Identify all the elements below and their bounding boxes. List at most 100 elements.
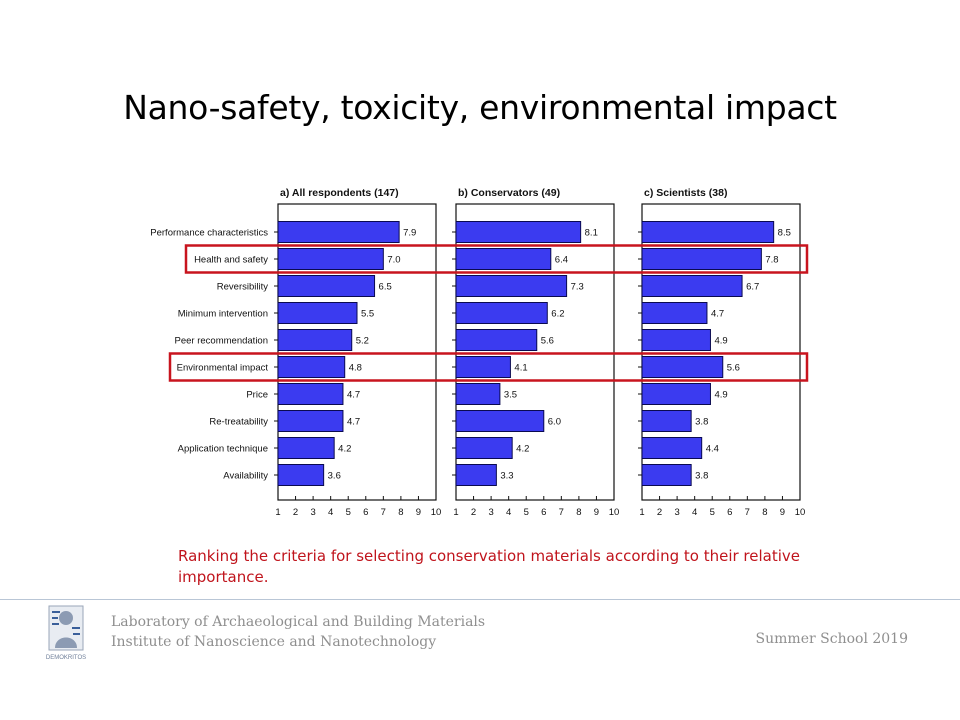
chart-panel-3: c) Scientists (38) 1 2 3 4 5 6 7 8 9 10 8.5 7.8 6.7 4.… <box>638 187 805 518</box>
bar-value-label: 3.8 <box>695 417 708 428</box>
x-tick-label: 4 <box>328 507 333 518</box>
footer-organization: Laboratory of Archaeological and Buildin… <box>111 612 485 652</box>
bar-value-label: 4.9 <box>714 336 727 347</box>
bar <box>641 275 743 297</box>
category-label: Minimum intervention <box>178 309 268 320</box>
figure-caption: Ranking the criteria for selecting conse… <box>178 547 801 586</box>
x-tick-label: 6 <box>363 507 368 518</box>
category-label: Application technique <box>178 444 268 455</box>
chart-panel-2: b) Conservators (49) 1 2 3 4 5 6 7 8 9 10 8.1 6.4 7.3… <box>452 187 619 518</box>
bar-value-label: 7.3 <box>571 282 584 293</box>
bar <box>641 437 703 459</box>
bar <box>277 437 335 459</box>
bar-value-label: 6.7 <box>746 282 759 293</box>
bar-value-label: 7.8 <box>765 255 778 266</box>
bar <box>277 410 344 432</box>
footer-divider <box>0 599 960 600</box>
bar <box>277 464 325 486</box>
bar-value-label: 4.9 <box>714 390 727 401</box>
x-tick-label: 9 <box>780 507 785 518</box>
category-label: Availability <box>223 471 268 482</box>
x-tick-label: 4 <box>692 507 697 518</box>
bar-value-label: 5.2 <box>356 336 369 347</box>
panel-frame <box>641 203 801 501</box>
x-tick-label: 3 <box>488 507 493 518</box>
x-tick-label: 8 <box>398 507 403 518</box>
panel-title: b) Conservators (49) <box>458 187 560 199</box>
bar-value-label: 7.9 <box>403 228 416 239</box>
category-label: Environmental impact <box>177 363 269 374</box>
x-tick-label: 4 <box>506 507 511 518</box>
bar-value-label: 7.0 <box>387 255 400 266</box>
category-label: Reversibility <box>217 282 268 293</box>
bar <box>277 329 353 351</box>
bar <box>455 302 548 324</box>
bar <box>641 248 762 270</box>
bar-value-label: 3.6 <box>328 471 341 482</box>
bar-value-label: 4.4 <box>706 444 719 455</box>
bar-value-label: 6.5 <box>379 282 392 293</box>
bar-value-label: 4.2 <box>338 444 351 455</box>
x-tick-label: 9 <box>416 507 421 518</box>
bar-value-label: 4.8 <box>349 363 362 374</box>
bar-value-label: 4.7 <box>711 309 724 320</box>
x-tick-label: 8 <box>762 507 767 518</box>
criteria-ranking-chart: a) All respondents (147) 1 2 3 4 5 6 7 8 9 10 7.9 7.… <box>150 187 809 518</box>
x-tick-label: 1 <box>453 507 458 518</box>
x-tick-label: 2 <box>471 507 476 518</box>
bar <box>455 383 501 405</box>
bar <box>641 410 692 432</box>
bar-value-label: 6.2 <box>551 309 564 320</box>
footer-org-line-2: Institute of Nanoscience and Nanotechnol… <box>111 634 437 650</box>
x-tick-label: 8 <box>576 507 581 518</box>
logo-text: DEMOKRITOS <box>46 655 86 661</box>
bar <box>641 464 692 486</box>
category-label: Peer recommendation <box>175 336 268 347</box>
demokritos-logo: DEMOKRITOS <box>46 605 86 661</box>
bar <box>277 275 376 297</box>
bar <box>277 356 346 378</box>
bar <box>277 221 400 243</box>
bar <box>641 221 775 243</box>
bar-value-label: 3.8 <box>695 471 708 482</box>
bar-value-label: 5.6 <box>541 336 554 347</box>
bar-value-label: 5.5 <box>361 309 374 320</box>
bar-value-label: 5.6 <box>727 363 740 374</box>
x-tick-label: 7 <box>745 507 750 518</box>
category-label: Health and safety <box>194 255 268 266</box>
x-tick-label: 10 <box>609 507 620 518</box>
panel-frame <box>455 203 615 501</box>
bar-value-label: 4.7 <box>347 417 360 428</box>
x-tick-label: 10 <box>795 507 806 518</box>
x-tick-label: 2 <box>657 507 662 518</box>
slide-title: Nano-safety, toxicity, environmental imp… <box>123 88 837 127</box>
bar-value-label: 8.5 <box>778 228 791 239</box>
x-tick-label: 2 <box>293 507 298 518</box>
bar <box>641 383 711 405</box>
bar-value-label: 3.5 <box>504 390 517 401</box>
highlight-box <box>168 352 809 382</box>
category-label: Performance characteristics <box>150 228 268 239</box>
bar <box>455 221 582 243</box>
panel-frame <box>277 203 437 501</box>
highlight-box <box>184 244 809 274</box>
bar-value-label: 3.3 <box>500 471 513 482</box>
bar <box>455 329 538 351</box>
x-tick-label: 3 <box>310 507 315 518</box>
category-label: Price <box>246 390 268 401</box>
x-tick-label: 6 <box>541 507 546 518</box>
bar-value-label: 4.7 <box>347 390 360 401</box>
panel-title: c) Scientists (38) <box>644 187 727 199</box>
x-tick-label: 5 <box>710 507 715 518</box>
bar <box>455 275 568 297</box>
bar <box>455 356 511 378</box>
bar <box>641 302 708 324</box>
bar-value-label: 8.1 <box>585 228 598 239</box>
x-tick-label: 1 <box>275 507 280 518</box>
x-tick-label: 6 <box>727 507 732 518</box>
x-tick-label: 7 <box>559 507 564 518</box>
bar-value-label: 4.2 <box>516 444 529 455</box>
x-tick-label: 5 <box>524 507 529 518</box>
x-tick-label: 7 <box>381 507 386 518</box>
bar <box>641 356 724 378</box>
